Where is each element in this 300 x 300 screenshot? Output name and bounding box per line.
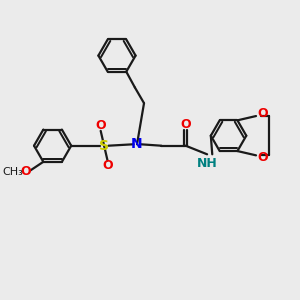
Text: O: O xyxy=(20,165,31,178)
Text: O: O xyxy=(257,151,268,164)
Text: O: O xyxy=(102,159,113,172)
Text: S: S xyxy=(99,139,109,153)
Text: N: N xyxy=(131,137,143,151)
Text: O: O xyxy=(95,119,106,132)
Text: CH₃: CH₃ xyxy=(2,167,23,177)
Text: O: O xyxy=(180,118,191,131)
Text: O: O xyxy=(257,107,268,120)
Text: NH: NH xyxy=(197,157,218,170)
